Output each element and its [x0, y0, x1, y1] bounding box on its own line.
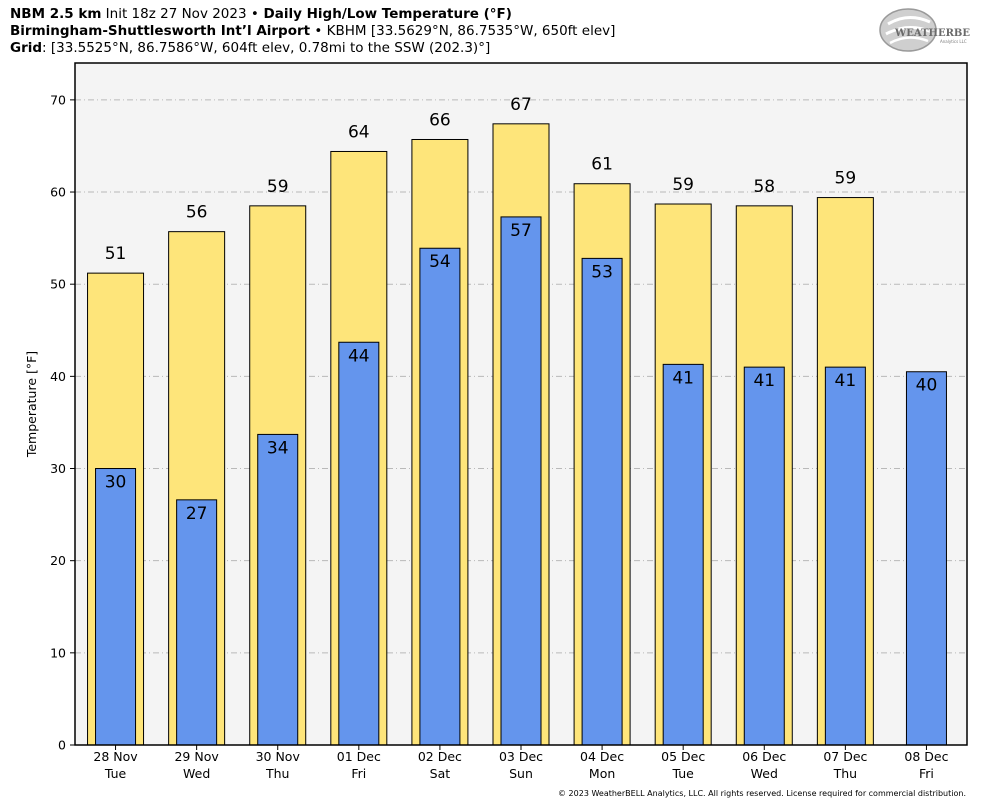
low-temp-label: 34 [267, 438, 289, 458]
high-temp-label: 58 [753, 177, 775, 197]
low-temp-label: 30 [105, 473, 127, 493]
low-temp-label: 44 [348, 346, 370, 366]
low-temp-bar [95, 468, 137, 746]
y-tick-label: 70 [50, 92, 66, 107]
low-temp-bar [662, 363, 704, 746]
x-tick-date: 08 Dec [904, 749, 948, 764]
copyright-notice: © 2023 WeatherBELL Analytics, LLC. All r… [558, 789, 966, 798]
x-tick-date: 30 Nov [256, 749, 301, 764]
header-line-2: Birmingham-Shuttlesworth Int’l Airport •… [10, 23, 615, 40]
x-tick-day: Mon [589, 766, 615, 781]
weatherbell-logo: WEATHERBELL Analytics LLC [879, 8, 970, 52]
low-temp-label: 41 [672, 368, 694, 388]
station-coords: KBHM [33.5629°N, 86.7535°W, 650ft elev] [322, 23, 616, 39]
high-temp-label: 56 [186, 203, 208, 223]
bullet-separator: • [250, 6, 259, 22]
high-temp-label: 59 [267, 177, 289, 197]
init-time: Init 18z 27 Nov 2023 [101, 6, 251, 22]
low-temp-bar [743, 366, 785, 746]
x-tick-day: Tue [104, 766, 127, 781]
bars [87, 123, 947, 746]
plot-frame [74, 62, 968, 746]
x-tick-day: Wed [751, 766, 778, 781]
low-temp-bar [338, 341, 380, 746]
header-line-1: NBM 2.5 km Init 18z 27 Nov 2023 • Daily … [10, 6, 615, 23]
model-name: NBM 2.5 km [10, 6, 102, 22]
x-tick-date: 07 Dec [823, 749, 867, 764]
logo-subtext: Analytics LLC [940, 39, 967, 44]
low-temp-bar [419, 247, 461, 746]
low-temp-label: 27 [186, 504, 208, 524]
x-tick-day: Wed [183, 766, 210, 781]
low-temp-label: 53 [591, 262, 613, 282]
low-temp-bar [905, 371, 947, 746]
low-temp-bar [176, 499, 218, 746]
station-name: Birmingham-Shuttlesworth Int’l Airport [10, 23, 311, 39]
logo-text: WEATHERBELL [894, 28, 970, 39]
grid-coords: : [33.5525°N, 86.7586°W, 604ft elev, 0.7… [42, 40, 491, 56]
low-temp-label: 41 [753, 371, 775, 391]
y-tick-label: 60 [50, 185, 66, 200]
chart-title: Daily High/Low Temperature (°F) [258, 6, 512, 22]
x-tick-date: 02 Dec [418, 749, 462, 764]
low-temp-label: 54 [429, 252, 451, 272]
x-tick-day: Tue [672, 766, 695, 781]
low-temp-label: 41 [835, 371, 857, 391]
high-temp-label: 59 [835, 169, 857, 189]
x-tick-date: 03 Dec [499, 749, 543, 764]
x-tick-day: Thu [265, 766, 289, 781]
y-tick-label: 10 [50, 645, 66, 660]
x-tick-day: Thu [833, 766, 857, 781]
y-tick-label: 50 [50, 277, 66, 292]
x-tick-day: Sun [509, 766, 533, 781]
low-temp-label: 40 [916, 376, 938, 396]
y-tick-label: 0 [58, 738, 66, 753]
high-temp-label: 51 [105, 244, 127, 264]
high-temp-label: 61 [591, 155, 613, 175]
header-line-3: Grid: [33.5525°N, 86.7586°W, 604ft elev,… [10, 40, 615, 57]
y-tick-label: 30 [50, 461, 66, 476]
low-temp-label: 57 [510, 221, 532, 241]
chart-header: NBM 2.5 km Init 18z 27 Nov 2023 • Daily … [10, 6, 615, 57]
high-temp-label: 64 [348, 122, 370, 142]
low-temp-bar [257, 433, 299, 746]
axes: 0 10 20 30 40 50 60 70 Temperature [°F] 28 Nov Tue… [24, 92, 949, 781]
x-tick-date: 05 Dec [661, 749, 705, 764]
x-tick-date: 28 Nov [93, 749, 138, 764]
high-temp-label: 66 [429, 110, 451, 130]
grid-label: Grid [10, 40, 43, 56]
high-temp-label: 59 [672, 175, 694, 195]
x-tick-date: 04 Dec [580, 749, 624, 764]
x-tick-day: Fri [919, 766, 934, 781]
x-tick-date: 06 Dec [742, 749, 786, 764]
low-temp-bar [500, 216, 542, 746]
y-tick-label: 40 [50, 369, 66, 384]
bullet-separator-2: • [314, 23, 323, 39]
y-tick-label: 20 [50, 553, 66, 568]
low-temp-bar [824, 366, 866, 746]
low-temp-bar [581, 257, 623, 746]
x-tick-date: 01 Dec [337, 749, 381, 764]
y-axis-label: Temperature [°F] [24, 351, 39, 458]
data-labels: 51 30 56 27 59 34 64 44 66 54 67 57 61 53 59 41 58 41 59 41… [105, 95, 938, 524]
high-temp-label: 67 [510, 95, 532, 115]
x-tick-day: Sat [430, 766, 451, 781]
x-tick-day: Fri [351, 766, 366, 781]
x-tick-date: 29 Nov [174, 749, 219, 764]
